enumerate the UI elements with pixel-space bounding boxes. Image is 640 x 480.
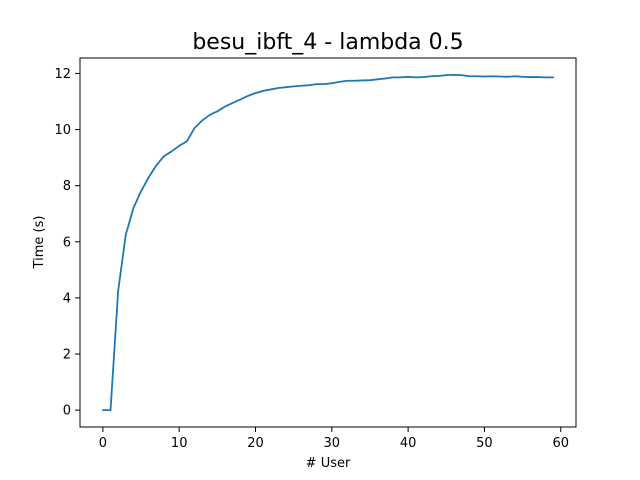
- series-line-0: [101, 73, 555, 412]
- chart-title: besu_ibft_4 - lambda 0.5: [192, 30, 463, 55]
- x-tick-label: 0: [99, 436, 107, 451]
- x-tick-label: 10: [171, 436, 188, 451]
- y-tick-label: 12: [54, 67, 71, 82]
- y-tick-label: 6: [63, 235, 71, 250]
- x-tick-label: 30: [324, 436, 341, 451]
- x-tick-label: 40: [400, 436, 417, 451]
- plot-area: 0 10 20 30 40 50 60 0 2 4 6 8 10 12: [54, 57, 577, 451]
- x-axis-label: # User: [306, 456, 351, 471]
- y-tick-label: 4: [63, 291, 71, 306]
- x-tick-label: 60: [552, 436, 569, 451]
- x-tick-label: 20: [247, 436, 264, 451]
- y-tick-label: 10: [54, 123, 71, 138]
- y-tick-label: 8: [63, 179, 71, 194]
- x-tick-label: 50: [476, 436, 493, 451]
- plot-frame: [79, 57, 577, 428]
- y-axis-label: Time (s): [32, 216, 47, 270]
- y-tick-label: 2: [63, 348, 71, 363]
- y-tick-label: 0: [63, 404, 71, 419]
